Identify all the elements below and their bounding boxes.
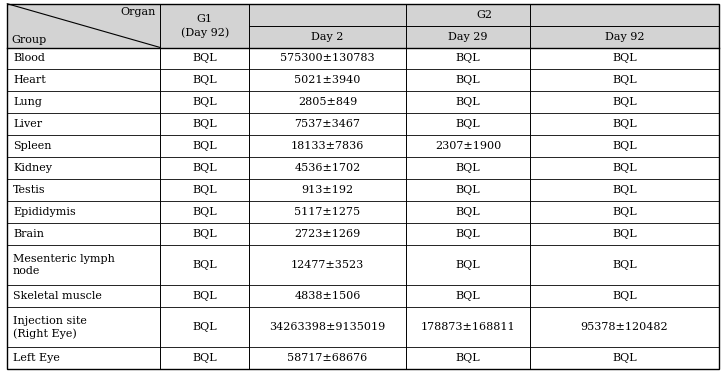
Text: BQL: BQL — [456, 119, 481, 129]
Text: BQL: BQL — [456, 353, 481, 363]
Text: BQL: BQL — [192, 229, 217, 239]
Text: BQL: BQL — [612, 163, 637, 173]
Text: Day 29: Day 29 — [448, 32, 488, 41]
Text: Day 2: Day 2 — [311, 32, 343, 41]
Text: 5021±3940: 5021±3940 — [294, 75, 361, 85]
Text: G2: G2 — [476, 10, 492, 20]
Text: BQL: BQL — [456, 229, 481, 239]
Text: BQL: BQL — [612, 185, 637, 195]
Text: Left Eye: Left Eye — [13, 353, 60, 363]
Text: Mesenteric lymph
node: Mesenteric lymph node — [13, 254, 115, 276]
Text: BQL: BQL — [192, 322, 217, 332]
Text: 7537±3467: 7537±3467 — [295, 119, 360, 129]
Text: Brain: Brain — [13, 229, 44, 239]
Text: BQL: BQL — [192, 291, 217, 301]
Text: BQL: BQL — [192, 353, 217, 363]
Text: 2723±1269: 2723±1269 — [294, 229, 361, 239]
Text: Liver: Liver — [13, 119, 42, 129]
Text: BQL: BQL — [612, 141, 637, 151]
Text: 913±192: 913±192 — [301, 185, 354, 195]
Text: BQL: BQL — [192, 185, 217, 195]
Text: BQL: BQL — [612, 291, 637, 301]
Text: Heart: Heart — [13, 75, 46, 85]
Text: BQL: BQL — [192, 75, 217, 85]
Text: 2307±1900: 2307±1900 — [435, 141, 501, 151]
Text: BQL: BQL — [612, 207, 637, 217]
Text: BQL: BQL — [456, 207, 481, 217]
Text: BQL: BQL — [612, 260, 637, 270]
Text: 5117±1275: 5117±1275 — [294, 207, 361, 217]
Text: Testis: Testis — [13, 185, 46, 195]
Text: BQL: BQL — [612, 229, 637, 239]
Text: BQL: BQL — [612, 75, 637, 85]
Text: BQL: BQL — [456, 75, 481, 85]
Text: BQL: BQL — [192, 207, 217, 217]
Text: BQL: BQL — [192, 141, 217, 151]
Text: BQL: BQL — [192, 163, 217, 173]
Text: Injection site
(Right Eye): Injection site (Right Eye) — [13, 316, 87, 339]
Text: BQL: BQL — [192, 53, 217, 63]
Bar — [7, 47, 719, 369]
Text: Day 92: Day 92 — [605, 32, 644, 41]
Text: BQL: BQL — [456, 291, 481, 301]
Text: 18133±7836: 18133±7836 — [290, 141, 364, 151]
Text: 34263398±9135019: 34263398±9135019 — [269, 322, 386, 332]
Text: BQL: BQL — [456, 53, 481, 63]
Text: 2805±849: 2805±849 — [298, 97, 357, 107]
Text: Skeletal muscle: Skeletal muscle — [13, 291, 102, 301]
Text: Kidney: Kidney — [13, 163, 52, 173]
Text: G1
(Day 92): G1 (Day 92) — [181, 14, 229, 38]
Text: BQL: BQL — [192, 119, 217, 129]
Text: BQL: BQL — [456, 97, 481, 107]
Text: BQL: BQL — [192, 260, 217, 270]
Text: BQL: BQL — [612, 119, 637, 129]
Text: 4838±1506: 4838±1506 — [294, 291, 361, 301]
Text: 95378±120482: 95378±120482 — [581, 322, 668, 332]
Text: 4536±1702: 4536±1702 — [294, 163, 361, 173]
Text: 575300±130783: 575300±130783 — [280, 53, 375, 63]
Text: Organ: Organ — [121, 7, 156, 17]
Text: 12477±3523: 12477±3523 — [291, 260, 364, 270]
Text: BQL: BQL — [456, 163, 481, 173]
Text: BQL: BQL — [456, 260, 481, 270]
Text: BQL: BQL — [612, 353, 637, 363]
Text: Epididymis: Epididymis — [13, 207, 76, 217]
Text: Lung: Lung — [13, 97, 42, 107]
Text: BQL: BQL — [612, 53, 637, 63]
Text: 58717±68676: 58717±68676 — [287, 353, 367, 363]
Text: BQL: BQL — [612, 97, 637, 107]
Text: 178873±168811: 178873±168811 — [420, 322, 515, 332]
Bar — [7, 4, 719, 47]
Text: Group: Group — [12, 35, 47, 44]
Text: BQL: BQL — [192, 97, 217, 107]
Text: BQL: BQL — [456, 185, 481, 195]
Text: Blood: Blood — [13, 53, 45, 63]
Text: Spleen: Spleen — [13, 141, 52, 151]
